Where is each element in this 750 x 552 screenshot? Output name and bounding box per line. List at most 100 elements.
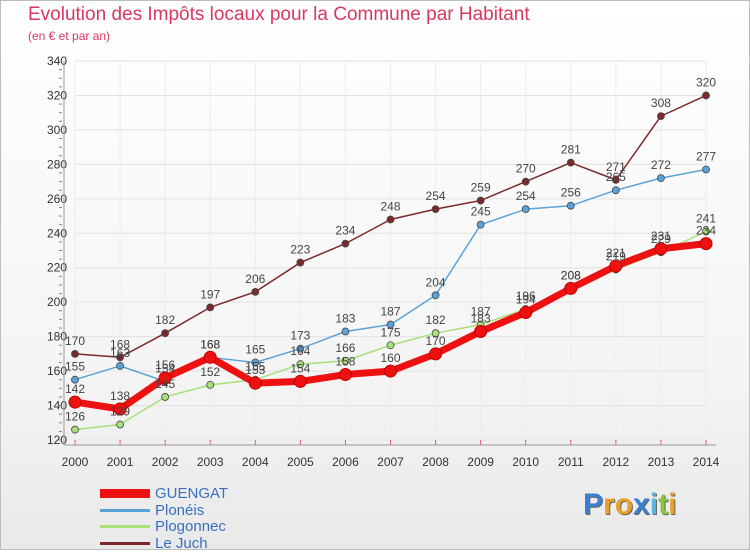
data-label: 245 xyxy=(471,205,491,219)
data-label: 183 xyxy=(471,311,491,325)
data-point xyxy=(384,364,397,378)
chart-title: Evolution des Impôts locaux pour la Comm… xyxy=(28,4,530,25)
data-point xyxy=(296,258,305,267)
data-point xyxy=(657,112,665,121)
data-label: 142 xyxy=(65,382,85,396)
data-point xyxy=(161,393,170,401)
y-tick-label: 120 xyxy=(47,433,67,447)
data-point xyxy=(203,350,217,364)
data-point xyxy=(386,341,395,350)
x-tick-label: 2014 xyxy=(693,455,720,469)
data-label: 164 xyxy=(290,344,310,358)
data-label: 241 xyxy=(696,212,716,226)
data-point xyxy=(158,371,172,385)
data-label: 170 xyxy=(426,334,446,348)
data-point xyxy=(609,259,623,273)
data-point xyxy=(71,349,79,358)
data-label: 154 xyxy=(290,361,310,375)
y-tick-label: 160 xyxy=(47,364,67,378)
x-tick-label: 2008 xyxy=(422,455,449,469)
data-label: 270 xyxy=(516,162,536,176)
data-label: 219 xyxy=(606,249,626,263)
data-point xyxy=(699,237,713,251)
data-label: 223 xyxy=(290,243,310,257)
data-label: 234 xyxy=(335,224,355,238)
data-point xyxy=(702,91,710,100)
data-point xyxy=(702,227,710,236)
legend-label: Plonéis xyxy=(155,502,205,519)
x-tick-label: 2006 xyxy=(332,455,359,469)
data-label: 182 xyxy=(426,313,446,327)
data-point xyxy=(611,175,620,184)
data-label: 168 xyxy=(110,337,130,351)
logo-letter: P xyxy=(583,488,604,521)
data-point xyxy=(521,177,530,186)
y-tick-label: 340 xyxy=(47,54,67,68)
x-tick-label: 2012 xyxy=(603,455,630,469)
x-tick-label: 2002 xyxy=(152,455,179,469)
legend-swatch xyxy=(100,541,150,545)
data-label: 208 xyxy=(561,268,581,282)
data-label: 165 xyxy=(245,342,265,356)
data-label: 231 xyxy=(651,229,671,243)
data-label: 254 xyxy=(426,189,446,203)
data-label: 277 xyxy=(696,150,716,164)
x-tick-label: 2000 xyxy=(62,455,89,469)
chart-subtitle: (en € et par an) xyxy=(28,29,111,43)
y-tick-label: 280 xyxy=(47,157,67,171)
data-label: 248 xyxy=(380,199,400,213)
y-tick-label: 300 xyxy=(47,123,67,137)
logo-letter: r xyxy=(603,488,615,521)
legend-swatch xyxy=(100,508,150,512)
data-point xyxy=(566,201,575,210)
data-label: 259 xyxy=(471,181,491,195)
data-point xyxy=(341,239,350,248)
data-point xyxy=(116,353,124,362)
data-label: 256 xyxy=(561,186,581,200)
data-point xyxy=(71,425,79,434)
data-label: 129 xyxy=(110,404,130,418)
data-label: 168 xyxy=(200,337,220,351)
data-label: 206 xyxy=(245,272,265,286)
legend-swatch xyxy=(100,524,150,528)
axis-layer: 120 140 160 180 200 220 240 260 280 300 320 340 2000… xyxy=(47,54,720,469)
data-point xyxy=(338,368,352,382)
data-point xyxy=(431,205,440,214)
data-label: 308 xyxy=(651,96,671,110)
data-point xyxy=(206,303,215,312)
data-point xyxy=(476,196,485,205)
data-label: 320 xyxy=(696,75,716,89)
data-point xyxy=(474,324,488,338)
data-point xyxy=(476,220,485,229)
data-label: 208 xyxy=(561,268,581,282)
data-point xyxy=(431,291,440,300)
data-label: 173 xyxy=(290,329,310,343)
data-point xyxy=(293,374,307,388)
logo-letter: x xyxy=(633,488,650,521)
data-label: 170 xyxy=(65,334,85,348)
x-tick-label: 2007 xyxy=(377,455,404,469)
data-label: 138 xyxy=(110,389,130,403)
data-label: 168 xyxy=(200,337,220,351)
legend-label: Le Juch xyxy=(155,535,208,552)
legend-label: GUENGAT xyxy=(155,485,229,502)
data-point xyxy=(113,402,127,416)
proxiti-logo: Proxiti xyxy=(583,488,676,522)
data-point xyxy=(68,395,82,409)
x-tick-label: 2011 xyxy=(558,455,584,469)
data-label: 153 xyxy=(245,363,265,377)
data-point xyxy=(341,356,350,365)
logo-letter: i xyxy=(668,488,677,521)
data-label: 229 xyxy=(651,232,671,246)
x-tick-label: 2001 xyxy=(107,455,134,469)
data-label: 196 xyxy=(516,289,536,303)
y-tick-label: 140 xyxy=(47,399,67,413)
data-point xyxy=(71,375,79,384)
x-tick-label: 2005 xyxy=(287,455,314,469)
data-label: 234 xyxy=(696,224,716,238)
data-label: 182 xyxy=(155,313,175,327)
data-label: 156 xyxy=(155,358,175,372)
data-label: 175 xyxy=(380,325,400,339)
